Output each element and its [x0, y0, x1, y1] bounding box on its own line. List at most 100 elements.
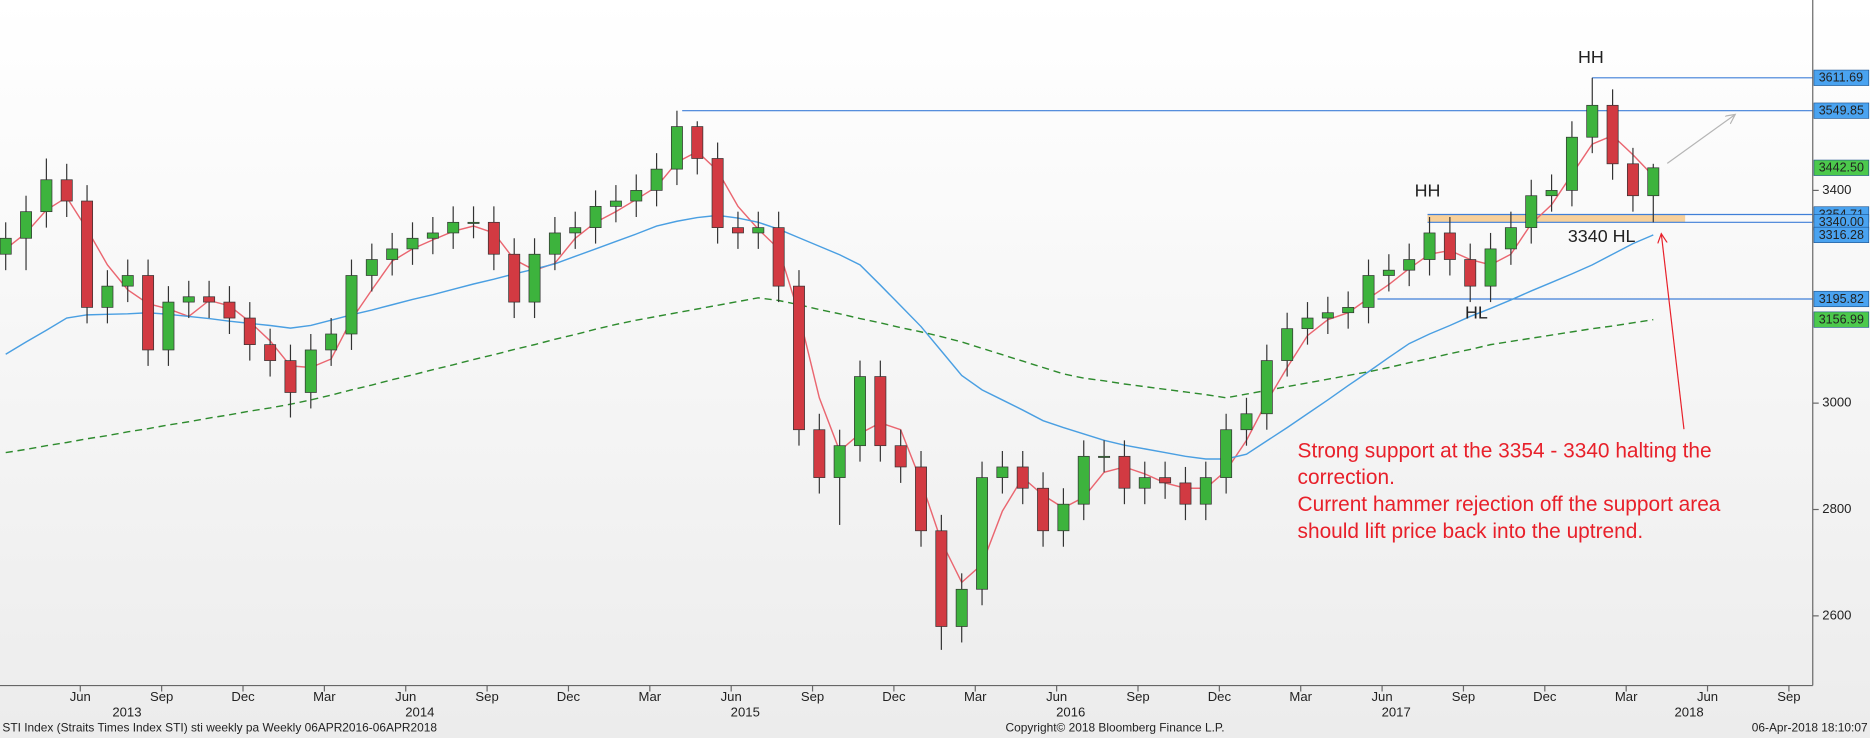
- candle-body: [345, 275, 358, 335]
- price-tag-label: 3340.00: [1819, 215, 1864, 229]
- x-year-label: 2018: [1674, 704, 1703, 719]
- candle-body: [386, 248, 399, 260]
- candle-body: [20, 211, 32, 239]
- candle-body: [589, 205, 602, 228]
- candle-body: [813, 429, 826, 478]
- candle-body: [752, 227, 765, 234]
- candle-body: [1016, 466, 1029, 489]
- price-tag-label: 3549.85: [1819, 104, 1864, 118]
- x-tick-label: Sep: [801, 689, 824, 704]
- plot-area: [0, 77, 1813, 650]
- candle-body: [1118, 455, 1131, 489]
- x-tick-label: Jun: [1697, 689, 1718, 704]
- candle-body: [1240, 413, 1253, 431]
- x-tick-label: Mar: [639, 689, 662, 704]
- candle-body: [1301, 317, 1314, 330]
- candle-body: [670, 126, 683, 170]
- candle-body: [243, 317, 256, 345]
- candle-body: [0, 237, 12, 255]
- candle-body: [528, 253, 541, 303]
- candle-body: [854, 376, 866, 447]
- candle-body: [40, 179, 53, 213]
- footer-left: STI Index (Straits Times Index STI) sti …: [2, 721, 437, 735]
- candle-body: [60, 179, 73, 202]
- candle-body: [1362, 275, 1375, 308]
- candle-body: [1626, 163, 1639, 197]
- candle-body: [1464, 259, 1477, 287]
- x-tick-label: Dec: [882, 689, 906, 704]
- candle-body: [81, 200, 94, 308]
- moving-average: [5, 134, 1654, 584]
- annotation: HL: [1465, 302, 1488, 322]
- x-tick-label: Sep: [1777, 689, 1800, 704]
- candle-body: [426, 232, 439, 239]
- candle-body: [1199, 477, 1212, 505]
- footer-right: 06-Apr-2018 18:10:07: [1752, 721, 1868, 735]
- candle-body: [650, 168, 663, 191]
- pointer-arrow: [1661, 234, 1685, 430]
- candle-body: [1179, 482, 1192, 505]
- candle-body: [487, 221, 500, 255]
- note-line: Strong support at the 3354 - 3340 haltin…: [1298, 439, 1712, 462]
- candle-body: [609, 200, 622, 207]
- candle-body: [996, 466, 1009, 478]
- candle-body: [1281, 328, 1294, 361]
- candle-body: [1565, 136, 1578, 191]
- candle-body: [182, 296, 195, 303]
- candle-body: [894, 445, 907, 468]
- candle-body: [711, 158, 724, 228]
- candle-body: [304, 349, 317, 393]
- candle-body: [1220, 429, 1233, 478]
- candle-body: [630, 190, 643, 202]
- price-tag: [1813, 311, 1870, 328]
- footer-center: Copyright© 2018 Bloomberg Finance L.P.: [1006, 721, 1225, 735]
- price-tag-label: 3611.69: [1819, 71, 1863, 85]
- candle-body: [223, 301, 236, 319]
- candle-body: [691, 126, 704, 159]
- candle-body: [162, 301, 175, 351]
- candle-body: [874, 376, 887, 447]
- price-tag: [1813, 69, 1870, 86]
- price-tag-label: 3442.50: [1819, 161, 1864, 175]
- y-tick-label: 2800: [1822, 501, 1851, 516]
- candle-body: [203, 296, 216, 303]
- note-line: should lift price back into the uptrend.: [1298, 520, 1644, 543]
- candle-body: [935, 530, 948, 627]
- x-year-label: 2017: [1382, 704, 1411, 719]
- note-line: Current hammer rejection off the support…: [1298, 493, 1721, 516]
- candle-body: [569, 227, 582, 234]
- y-tick-label: 3400: [1822, 182, 1851, 197]
- x-tick-label: Sep: [1126, 689, 1149, 704]
- price-tag-label: 3316.28: [1819, 228, 1864, 242]
- x-tick-label: Jun: [721, 689, 742, 704]
- candle-body: [1586, 104, 1599, 138]
- price-tag: [1813, 290, 1870, 308]
- candle-body: [793, 285, 805, 431]
- x-tick-label: Dec: [557, 689, 581, 704]
- candle-body: [1098, 455, 1111, 458]
- candle-body: [833, 445, 846, 478]
- moving-average: [5, 297, 1654, 454]
- candle-body: [1545, 190, 1558, 197]
- x-tick-label: Mar: [1289, 689, 1312, 704]
- candle-body: [284, 360, 297, 393]
- candle-body: [1403, 259, 1416, 271]
- candle-body: [772, 227, 785, 287]
- x-tick-label: Sep: [1452, 689, 1475, 704]
- candle-body: [406, 237, 419, 250]
- candle-body: [1159, 477, 1172, 484]
- candle-body: [1443, 232, 1456, 260]
- x-tick-label: Jun: [1372, 689, 1393, 704]
- x-tick-label: Sep: [150, 689, 173, 704]
- y-tick-label: 2600: [1822, 607, 1851, 622]
- candle-body: [955, 588, 968, 627]
- x-tick-label: Dec: [1208, 689, 1232, 704]
- projection-arrow: [1666, 114, 1735, 164]
- x-tick-label: Jun: [70, 689, 91, 704]
- candle-body: [508, 253, 521, 303]
- candle-body: [1057, 503, 1070, 532]
- candle-body: [732, 227, 744, 234]
- candle-body: [1077, 455, 1090, 505]
- candle-body: [1525, 195, 1538, 228]
